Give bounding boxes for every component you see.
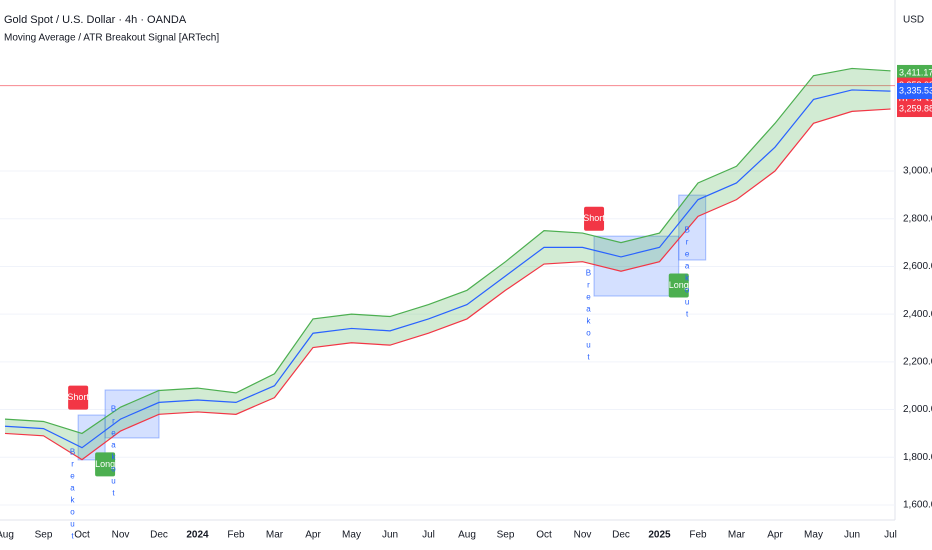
- x-tick-label: Dec: [150, 530, 168, 541]
- series-line: [4, 89, 891, 449]
- signal-label: [68, 385, 89, 410]
- x-tick-label: Jul: [884, 530, 897, 541]
- y-tick-label: 2,800.000: [903, 213, 932, 224]
- price-tag-label: 3,411.179: [899, 67, 932, 77]
- x-tick-label: Mar: [266, 530, 284, 541]
- signal-label: [668, 273, 689, 298]
- x-tick-label: Nov: [574, 530, 592, 541]
- signal-text: Short: [67, 392, 89, 402]
- price-tag: [897, 64, 932, 81]
- y-tick-label: 2,400.000: [903, 309, 932, 320]
- series-line: [4, 67, 891, 435]
- signal-label: [584, 206, 605, 231]
- x-tick-label: Oct: [536, 530, 552, 541]
- breakout-note: Breakout: [683, 226, 692, 322]
- x-tick-label: Apr: [305, 530, 321, 541]
- x-tick-label: Nov: [112, 530, 130, 541]
- x-tick-label: 2025: [648, 530, 671, 541]
- x-tick-label: Feb: [227, 530, 245, 541]
- series-line: [4, 108, 891, 461]
- signal-label: [95, 452, 116, 477]
- x-tick-label: Jun: [844, 530, 860, 541]
- grid-layer: [0, 170, 895, 506]
- x-tick-label: Dec: [612, 530, 630, 541]
- x-tick-label: Feb: [689, 530, 707, 541]
- chart-title: Gold Spot / U.S. Dollar · 4h · OANDA: [4, 14, 187, 26]
- x-tick-label: Aug: [0, 530, 14, 541]
- x-tick-label: Mar: [728, 530, 746, 541]
- x-tick-label: Apr: [767, 530, 783, 541]
- signal-text: Short: [583, 213, 605, 223]
- x-tick-label: Oct: [74, 530, 90, 541]
- signal-text: Long: [669, 280, 689, 290]
- x-tick-label: 2024: [186, 530, 209, 541]
- x-tick-label: Sep: [35, 530, 53, 541]
- y-tick-label: 1,600.000: [903, 500, 932, 511]
- price-tag: [897, 101, 932, 118]
- x-tick-label: Sep: [497, 530, 515, 541]
- x-tick-label: Aug: [458, 530, 476, 541]
- y-tick-label: 2,200.000: [903, 356, 932, 367]
- price-tag-label: 3,335.532: [899, 85, 932, 95]
- countdown: 01:29:32: [899, 95, 932, 105]
- x-tick-label: Jun: [382, 530, 398, 541]
- x-tick-label: May: [804, 530, 823, 541]
- price-tag: [897, 82, 932, 99]
- signal-text: Long: [95, 459, 115, 469]
- price-tag-label: 3,259.884: [899, 103, 932, 113]
- y-tick-label: 1,800.000: [903, 452, 932, 463]
- y-tick-label: 3,000.000: [903, 166, 932, 177]
- currency: USD: [903, 15, 924, 26]
- y-tick-label: 2,000.000: [903, 404, 932, 415]
- x-tick-label: Jul: [422, 530, 435, 541]
- breakout-note: Breakout: [68, 448, 77, 544]
- indicator-name: Moving Average / ATR Breakout Signal [AR…: [4, 33, 219, 44]
- breakout-box: [593, 235, 680, 297]
- y-tick-label: 2,600.000: [903, 261, 932, 272]
- breakout-note: Breakout: [109, 404, 118, 500]
- breakout-note: Breakout: [584, 269, 593, 365]
- band-fill: [5, 68, 891, 460]
- x-tick-label: May: [342, 530, 361, 541]
